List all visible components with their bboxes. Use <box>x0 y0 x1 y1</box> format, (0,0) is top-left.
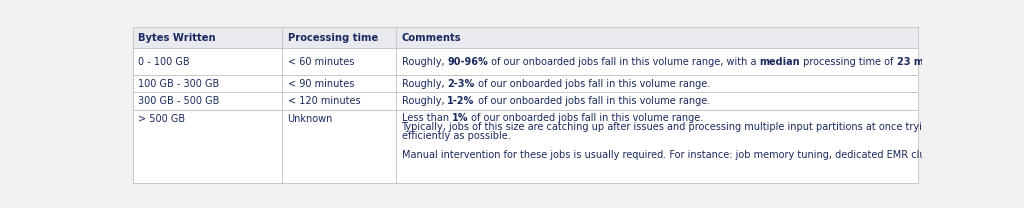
Text: > 500 GB: > 500 GB <box>138 114 185 124</box>
Text: of our onboarded jobs fall in this volume range.: of our onboarded jobs fall in this volum… <box>474 79 710 89</box>
Text: median: median <box>760 57 801 67</box>
Text: of our onboarded jobs fall in this volume range, with a: of our onboarded jobs fall in this volum… <box>488 57 760 67</box>
Text: < 90 minutes: < 90 minutes <box>288 79 354 89</box>
Text: Typically, jobs of this size are catching up after issues and processing multipl: Typically, jobs of this size are catchin… <box>401 122 1024 132</box>
Text: processing time of: processing time of <box>801 57 897 67</box>
Text: Unknown: Unknown <box>288 114 333 124</box>
Text: Roughly,: Roughly, <box>401 57 447 67</box>
Text: Less than: Less than <box>401 113 452 123</box>
Text: Roughly,: Roughly, <box>401 96 447 106</box>
Text: 90-96%: 90-96% <box>447 57 488 67</box>
Text: Processing time: Processing time <box>288 33 378 43</box>
Text: 0 - 100 GB: 0 - 100 GB <box>138 57 189 67</box>
Text: 1%: 1% <box>452 113 468 123</box>
Text: 300 GB - 500 GB: 300 GB - 500 GB <box>138 96 220 106</box>
Text: Roughly,: Roughly, <box>401 79 447 89</box>
Text: Manual intervention for these jobs is usually required. For instance: job memory: Manual intervention for these jobs is us… <box>401 150 1024 160</box>
Text: < 120 minutes: < 120 minutes <box>288 96 360 106</box>
Text: 100 GB - 300 GB: 100 GB - 300 GB <box>138 79 219 89</box>
Text: 23 minutes: 23 minutes <box>897 57 958 67</box>
Text: Bytes Written: Bytes Written <box>138 33 216 43</box>
Text: 1-2%: 1-2% <box>447 96 474 106</box>
Text: Comments: Comments <box>401 33 461 43</box>
Text: < 60 minutes: < 60 minutes <box>288 57 354 67</box>
Text: 2-3%: 2-3% <box>447 79 474 89</box>
Text: efficiently as possible.: efficiently as possible. <box>401 131 510 141</box>
Text: .: . <box>958 57 962 67</box>
Text: of our onboarded jobs fall in this volume range.: of our onboarded jobs fall in this volum… <box>468 113 703 123</box>
Bar <box>133 27 919 48</box>
Text: of our onboarded jobs fall in this volume range.: of our onboarded jobs fall in this volum… <box>474 96 710 106</box>
